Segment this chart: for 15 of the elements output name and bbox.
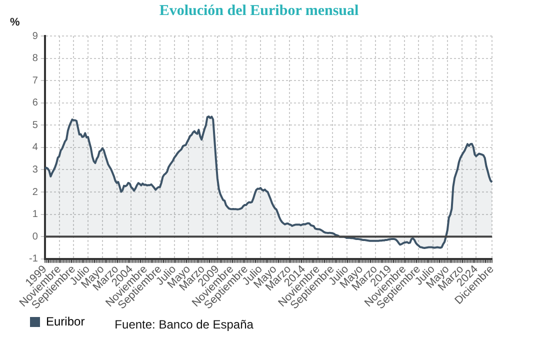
y-tick-label: 2	[32, 186, 38, 198]
y-axis-title: %	[10, 16, 20, 29]
y-tick-label: 1	[32, 209, 38, 220]
y-tick-label: 8	[32, 53, 38, 64]
y-tick-label: 7	[32, 75, 38, 86]
y-tick-label: 6	[32, 98, 38, 109]
y-tick-label: -1	[28, 254, 38, 265]
y-tick-label: 3	[32, 164, 38, 176]
legend-label: Euribor	[46, 314, 85, 328]
source-note: Fuente: Banco de España	[114, 317, 254, 332]
y-tick-label: 5	[32, 120, 38, 131]
y-tick-label: 0	[32, 231, 38, 242]
chart-title: Evolución del Euribor mensual	[159, 2, 359, 19]
y-tick-label: 9	[32, 30, 38, 42]
y-tick-label: 4	[32, 142, 38, 154]
